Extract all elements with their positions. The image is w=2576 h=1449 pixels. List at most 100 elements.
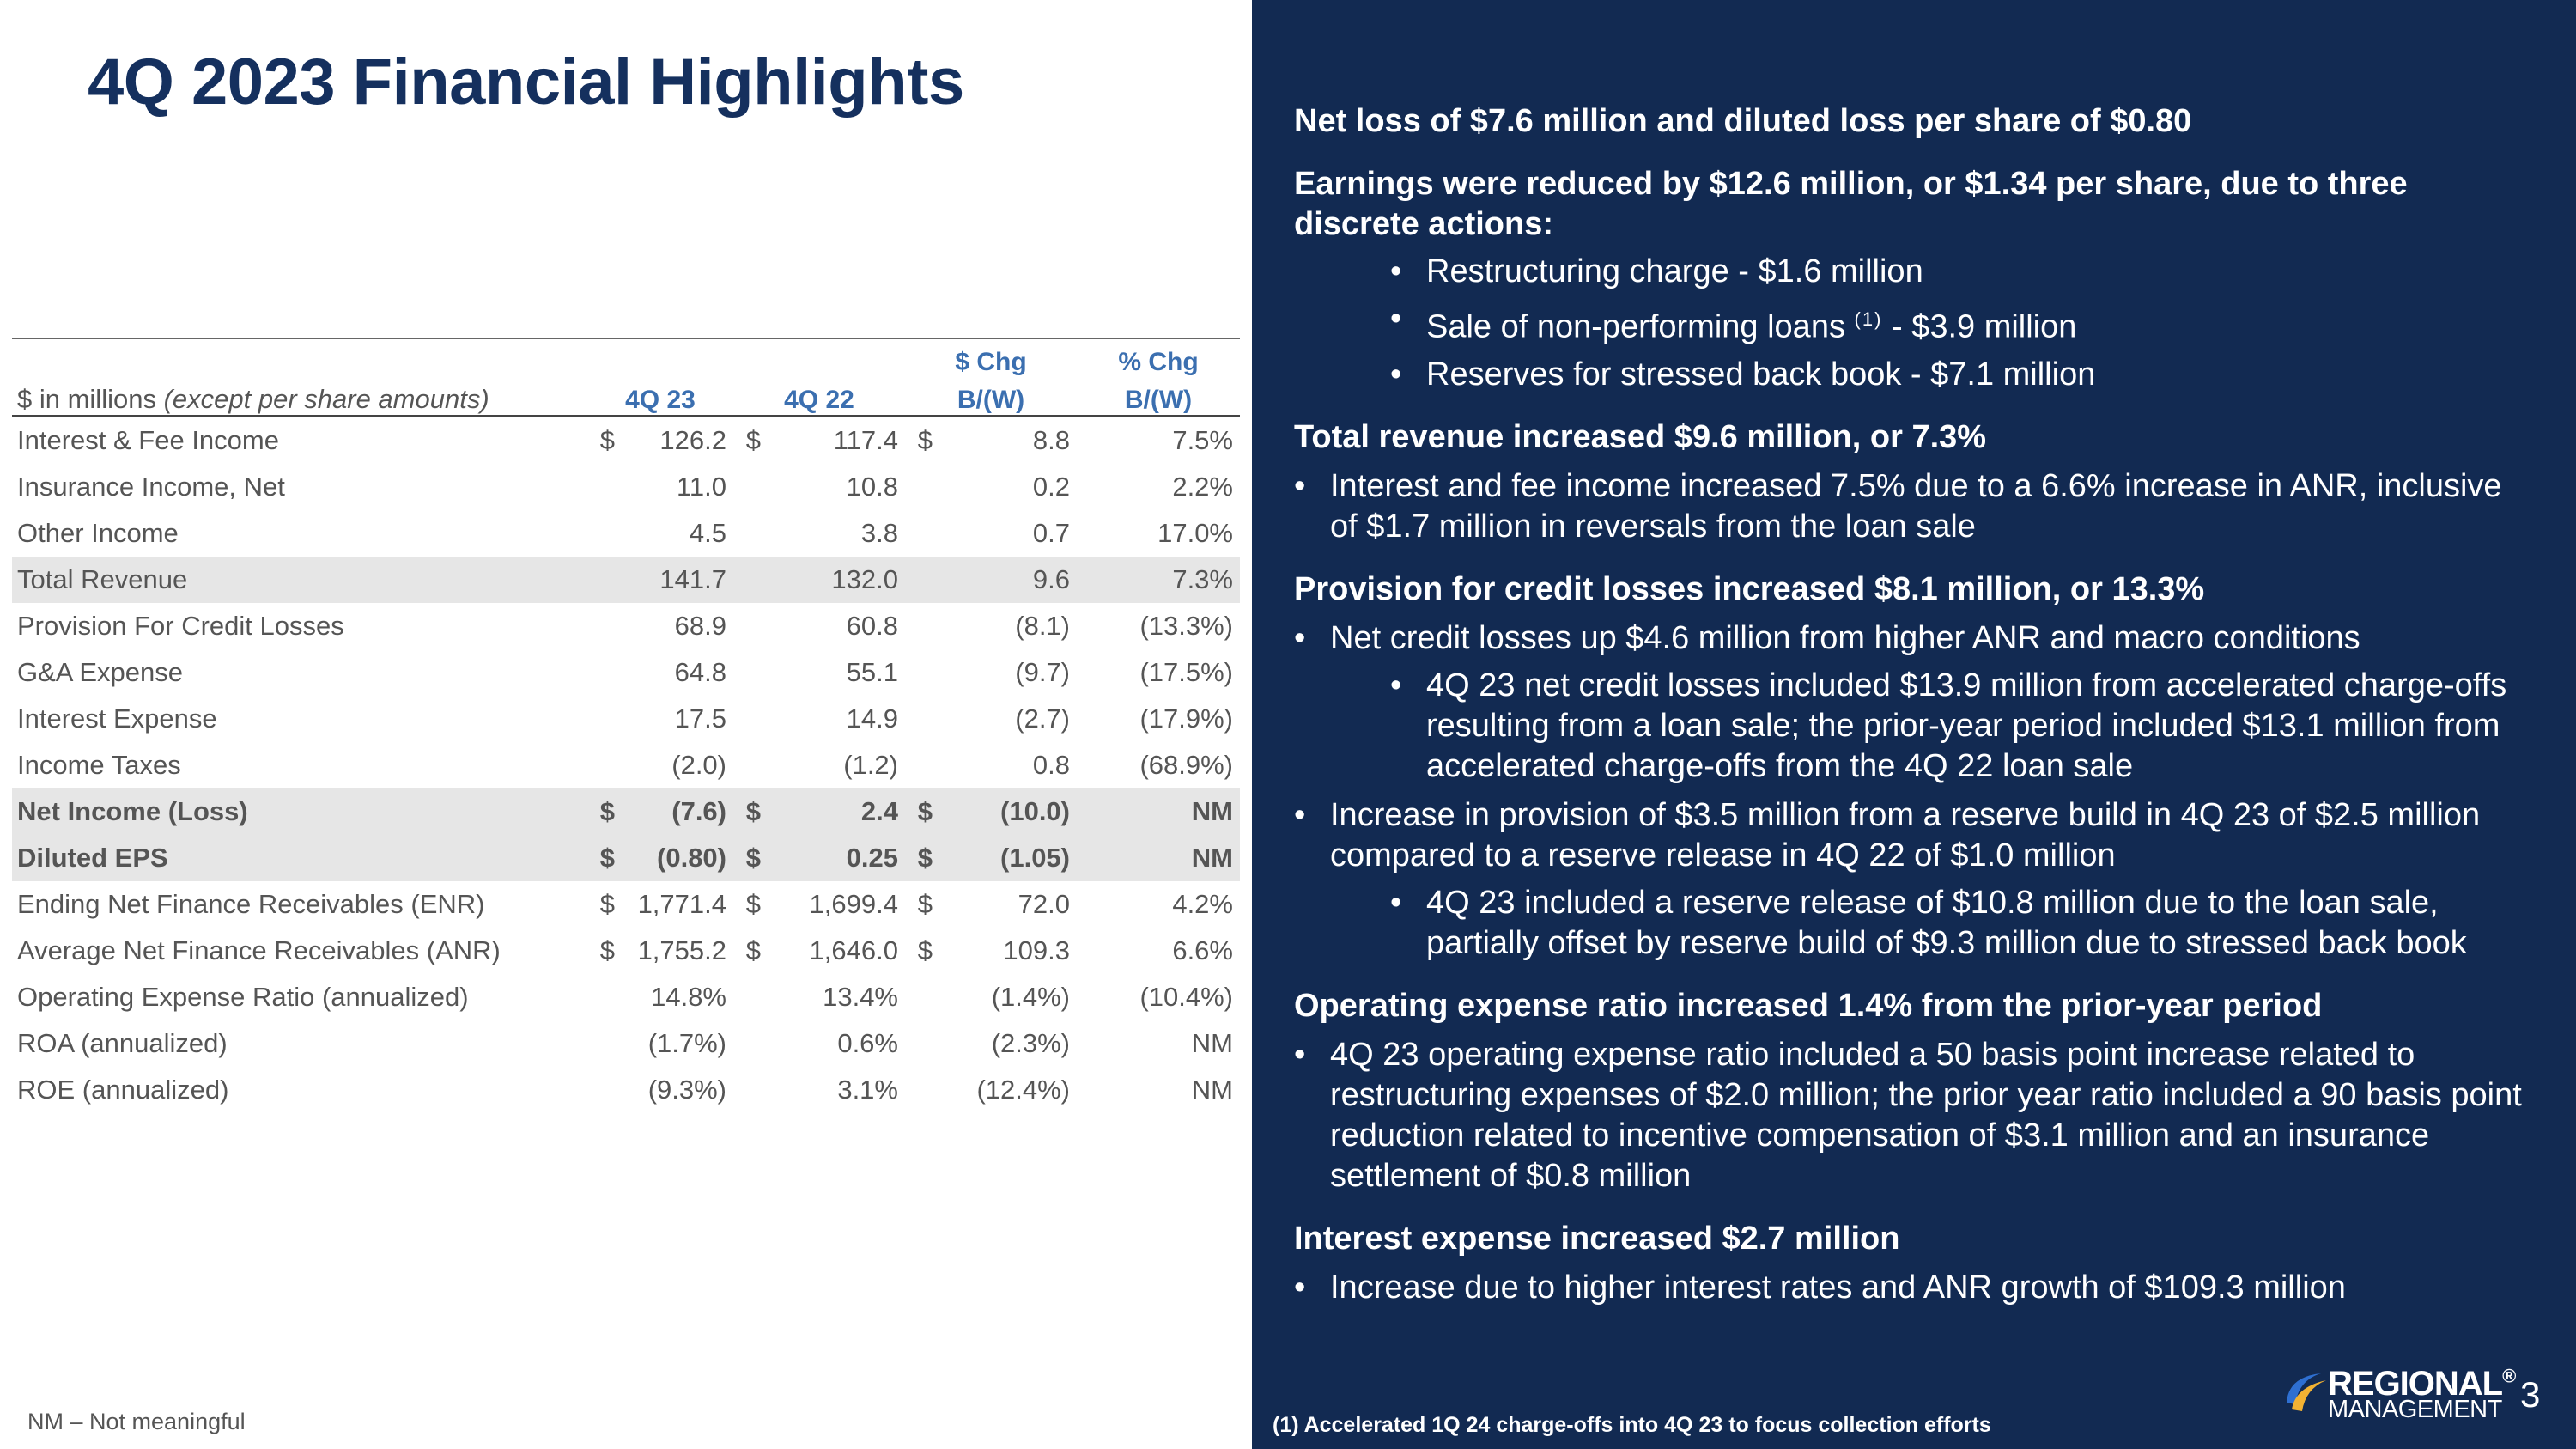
value-4q22-cell: (1.2) xyxy=(733,742,905,788)
currency-sign: $ xyxy=(917,796,933,826)
table-row: ROE (annualized) (9.3%) 3.1% (12.4%) NM xyxy=(12,1067,1240,1113)
value-4q22: 117.4 xyxy=(833,425,898,455)
value-4q22: 60.8 xyxy=(846,611,898,641)
logo-swoosh-icon xyxy=(2287,1373,2326,1411)
bullet-dot: • xyxy=(1390,884,1402,921)
value-chg-cell: $ (10.0) xyxy=(905,788,1077,835)
bullet-dot: • xyxy=(1390,667,1402,703)
value-4q22: 1,646.0 xyxy=(809,935,898,965)
value-4q22: 10.8 xyxy=(846,472,898,502)
value-4q23: 126.2 xyxy=(659,425,726,455)
value-4q22: 13.4% xyxy=(823,982,898,1012)
financial-table: $ Chg % Chg $ in millions (except per sh… xyxy=(12,338,1240,1113)
currency-sign: $ xyxy=(745,843,761,873)
value-chg-cell: (8.1) xyxy=(905,603,1077,649)
col-chg-bottom: B/(W) xyxy=(905,377,1077,417)
table-row: ROA (annualized) (1.7%) 0.6% (2.3%) NM xyxy=(12,1020,1240,1067)
row-label: Diluted EPS xyxy=(12,835,587,881)
value-4q23-cell: 4.5 xyxy=(587,510,733,557)
table-row: Ending Net Finance Receivables (ENR) $1,7… xyxy=(12,881,1240,928)
provision-bullet-reserve: • Increase in provision of $3.5 million f… xyxy=(1294,795,2530,876)
value-chg: (2.3%) xyxy=(991,1028,1070,1058)
table-header-top: $ Chg % Chg xyxy=(12,338,1240,377)
value-4q23: 14.8% xyxy=(651,982,726,1012)
row-label: Interest & Fee Income xyxy=(17,425,279,455)
value-4q23-cell: $ (0.80) xyxy=(587,835,733,881)
bullet-text: Increase due to higher interest rates an… xyxy=(1330,1269,2346,1306)
bullet-dot: • xyxy=(1390,253,1402,289)
currency-sign: $ xyxy=(599,796,615,826)
value-4q23-cell: $126.2 xyxy=(587,417,733,465)
bullet-text: Increase in provision of $3.5 million fr… xyxy=(1330,796,2481,874)
currency-sign: $ xyxy=(917,889,933,919)
value-4q23: (7.6) xyxy=(671,796,726,826)
value-pct: (17.5%) xyxy=(1139,657,1233,687)
table-row: Net Income (Loss) $ (7.6) $2.4 $ (10.0) NM xyxy=(12,788,1240,835)
value-pct: (68.9%) xyxy=(1139,750,1233,780)
table-row: Other Income 4.5 3.8 0.7 17.0% xyxy=(12,510,1240,557)
value-chg: 9.6 xyxy=(1032,564,1070,594)
value-4q22-cell: 60.8 xyxy=(733,603,905,649)
value-4q22-cell: 3.1% xyxy=(733,1067,905,1113)
row-label: G&A Expense xyxy=(17,657,184,687)
row-label: ROA (annualized) xyxy=(17,1028,228,1058)
value-chg-cell: 0.8 xyxy=(905,742,1077,788)
bullet-text: 4Q 23 net credit losses included $13.9 m… xyxy=(1426,667,2507,784)
bullet-dot: • xyxy=(1294,1036,1306,1073)
value-4q22: 14.9 xyxy=(846,703,898,734)
currency-sign: $ xyxy=(745,889,761,919)
section-interest-heading: Interest expense increased $2.7 million xyxy=(1294,1220,1900,1257)
bullet-text: 4Q 23 operating expense ratio included a… xyxy=(1330,1036,2522,1194)
row-label: Interest Expense xyxy=(17,703,217,734)
value-4q23: (0.80) xyxy=(657,843,726,873)
value-chg: 109.3 xyxy=(1003,935,1070,965)
row-label: Income Taxes xyxy=(17,750,181,780)
value-4q22-cell: $0.25 xyxy=(733,835,905,881)
value-4q22: 3.8 xyxy=(860,518,898,548)
value-pct: (17.9%) xyxy=(1139,703,1233,734)
value-4q23: 64.8 xyxy=(674,657,726,687)
opex-bullet: • 4Q 23 operating expense ratio included … xyxy=(1294,1035,2530,1196)
value-4q22: 132.0 xyxy=(831,564,898,594)
value-pct: NM xyxy=(1191,1075,1233,1105)
value-pct: NM xyxy=(1077,835,1240,881)
bullet-dot: • xyxy=(1390,301,1402,337)
table-header-bottom: $ in millions (except per share amounts)… xyxy=(12,377,1240,417)
provision-subbullet-charge-offs: • 4Q 23 net credit losses included $13.9 … xyxy=(1294,666,2530,787)
value-4q22: 0.6% xyxy=(837,1028,898,1058)
section-revenue-heading: Total revenue increased $9.6 million, or… xyxy=(1294,418,1987,455)
highlights-panel: Net loss of $7.6 million and diluted los… xyxy=(1294,101,2530,1308)
bullet-text: Restructuring charge - $1.6 million xyxy=(1426,253,1923,289)
value-chg-cell: 0.7 xyxy=(905,510,1077,557)
earnings-bullet-loan-sale: • Sale of non-performing loans (1) - $3.9… xyxy=(1294,299,2530,348)
regional-management-logo: REGIONAL® MANAGEMENT xyxy=(2280,1365,2516,1423)
value-4q23: 11.0 xyxy=(676,472,726,502)
bullet-text: Interest and fee income increased 7.5% d… xyxy=(1330,467,2502,545)
value-chg-cell: (12.4%) xyxy=(905,1067,1077,1113)
col-4q22: 4Q 22 xyxy=(733,377,905,417)
section-provision-heading: Provision for credit losses increased $8… xyxy=(1294,570,2205,607)
table-row: G&A Expense 64.8 55.1 (9.7) (17.5%) xyxy=(12,649,1240,696)
currency-sign: $ xyxy=(599,425,615,455)
value-pct: 17.0% xyxy=(1157,518,1233,548)
value-chg: (8.1) xyxy=(1015,611,1070,641)
earnings-bullet-restructuring: • Restructuring charge - $1.6 million xyxy=(1294,252,2530,292)
value-4q23-cell: 141.7 xyxy=(587,557,733,603)
value-pct: NM xyxy=(1191,1028,1233,1058)
page-title: 4Q 2023 Financial Highlights xyxy=(88,46,964,119)
row-label: Average Net Finance Receivables (ANR) xyxy=(17,935,501,965)
value-pct: 4.2% xyxy=(1172,889,1233,919)
value-chg: (2.7) xyxy=(1015,703,1070,734)
value-chg: 72.0 xyxy=(1018,889,1070,919)
value-pct: 7.3% xyxy=(1077,557,1240,603)
currency-sign: $ xyxy=(917,935,933,965)
table-row: Interest Expense 17.5 14.9 (2.7) (17.9%) xyxy=(12,696,1240,742)
value-4q23: 68.9 xyxy=(674,611,726,641)
value-4q22-cell: 13.4% xyxy=(733,974,905,1020)
value-4q23-cell: (9.3%) xyxy=(587,1067,733,1113)
value-4q22: 55.1 xyxy=(846,657,898,687)
bullet-dot: • xyxy=(1294,619,1306,656)
value-chg-cell: $109.3 xyxy=(905,928,1077,974)
value-4q22: 1,699.4 xyxy=(809,889,898,919)
bullet-text: Net credit losses up $4.6 million from h… xyxy=(1330,619,2360,656)
